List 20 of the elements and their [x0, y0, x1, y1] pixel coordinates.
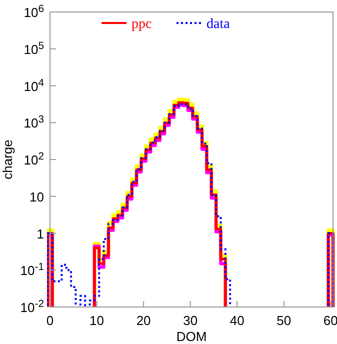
x-tick-label: 30 [183, 313, 198, 328]
y-tick-label: 10$^{-2}$ [20, 298, 44, 315]
x-tick-label: 60 [323, 313, 337, 328]
y-tick-label: 10$^{4}$ [24, 77, 44, 94]
y-tick-label: 10$^{-1}$ [20, 262, 44, 278]
y-tick-label: 10 [30, 189, 44, 204]
y-tick-label: 10$^{3}$ [24, 114, 44, 131]
y-tick-label: 10$^{2}$ [24, 151, 44, 168]
y-tick-label: 10$^{6}$ [24, 4, 44, 20]
x-tick-label: 10 [90, 313, 104, 328]
x-tick-label: 20 [136, 313, 151, 328]
y-tick-label: 10$^{5}$ [24, 40, 44, 57]
legend-label: data [206, 17, 231, 32]
y-axis-title: charge [0, 140, 15, 180]
x-tick-label: 0 [46, 313, 54, 328]
x-tick-label: 50 [276, 313, 292, 328]
x-tick-label: 40 [230, 313, 244, 328]
y-tick-label: 1 [36, 226, 44, 242]
x-axis-title: DOM [176, 329, 207, 344]
legend-label: ppc [132, 17, 152, 32]
